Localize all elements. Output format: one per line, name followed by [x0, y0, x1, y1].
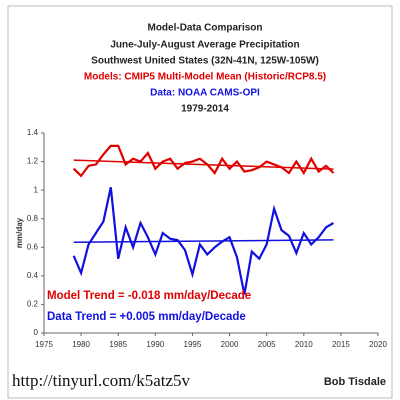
y-tick-label: 1.4 — [27, 128, 39, 137]
x-tick-label: 2000 — [221, 340, 239, 349]
x-tick-label: 2020 — [369, 340, 387, 349]
x-tick-label: 2015 — [332, 340, 350, 349]
y-tick-label: 0.6 — [27, 242, 39, 251]
x-tick-label: 1980 — [72, 340, 90, 349]
y-tick-label: 0 — [34, 328, 39, 337]
x-tick-label: 2010 — [295, 340, 313, 349]
x-tick-label: 1975 — [35, 340, 53, 349]
annotation: Data Trend = +0.005 mm/day/Decade — [47, 311, 246, 323]
x-tick-label: 1995 — [184, 340, 202, 349]
y-tick-label: 1 — [34, 185, 39, 194]
series-line — [72, 187, 335, 295]
annotation: Model Trend = -0.018 mm/day/Decade — [47, 290, 251, 302]
subtitle: June-July-August Average Precipitation — [110, 40, 299, 51]
period: 1979-2014 — [181, 104, 229, 115]
y-tick-label: 1.2 — [27, 157, 39, 166]
author: Bob Tisdale — [324, 376, 386, 388]
region: Southwest United States (32N-41N, 125W-1… — [91, 56, 319, 67]
models-label: Models: CMIP5 Multi-Model Mean (Historic… — [84, 72, 326, 83]
x-tick-label: 2005 — [258, 340, 276, 349]
data-label: Data: NOAA CAMS-OPI — [150, 88, 260, 99]
x-tick-label: 1985 — [109, 340, 127, 349]
url: http://tinyurl.com/k5atz5v — [12, 371, 191, 390]
trend-line — [73, 159, 334, 170]
y-tick-label: 0.4 — [27, 271, 39, 280]
y-tick-label: 0.8 — [27, 214, 39, 223]
y-tick-label: 0.2 — [27, 300, 39, 309]
y-axis-label: mm/day — [15, 217, 24, 248]
series-line — [72, 144, 335, 178]
x-tick-label: 1990 — [146, 340, 164, 349]
chart-title: Model-Data Comparison — [147, 23, 262, 34]
